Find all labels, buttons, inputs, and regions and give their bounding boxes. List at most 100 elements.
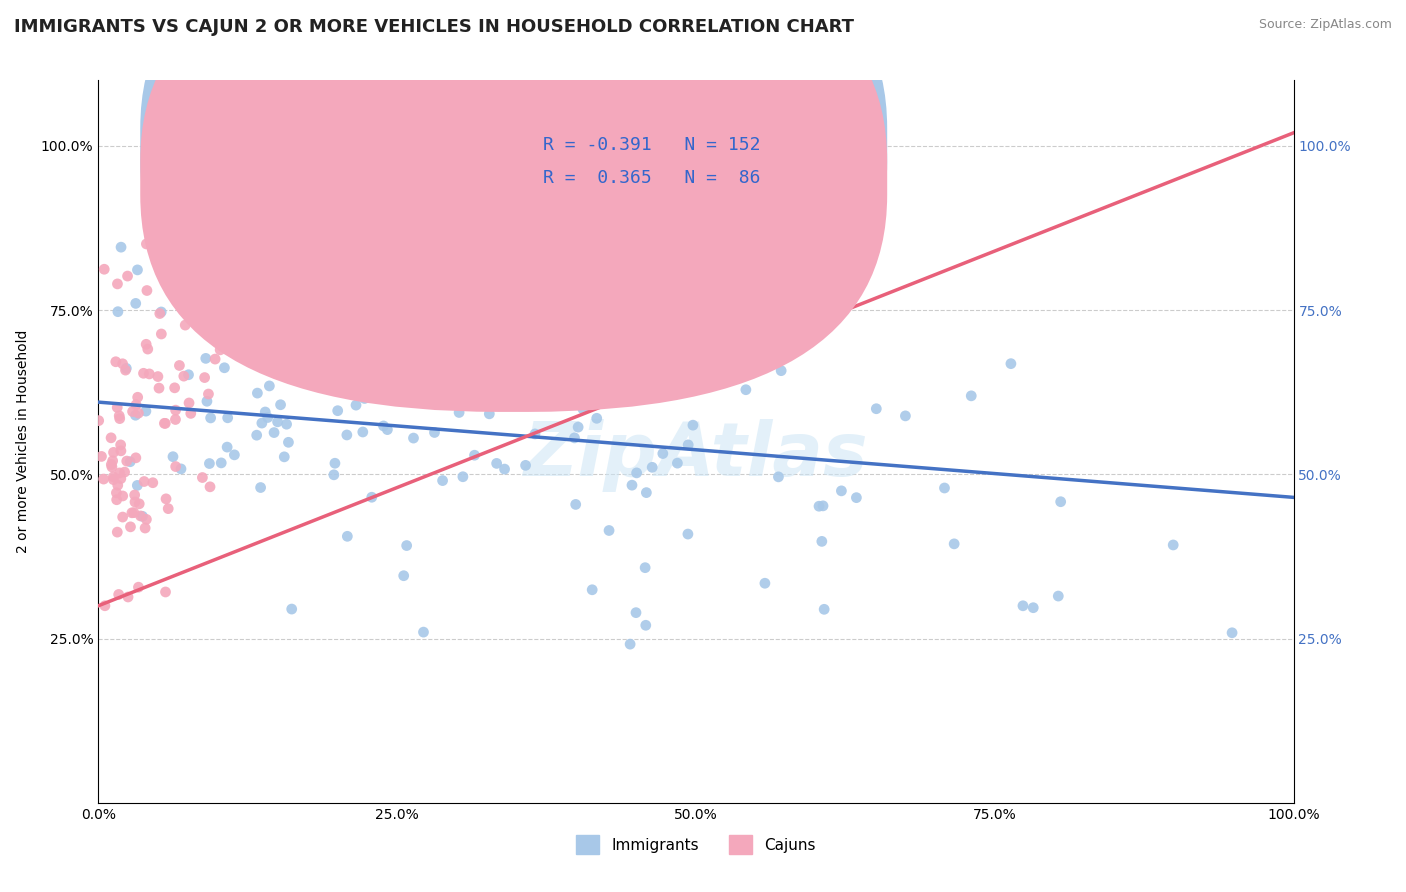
Point: [174, 318, 197, 332]
Legend: Immigrants, Cajuns: Immigrants, Cajuns: [569, 830, 823, 860]
Point: [685, 317, 707, 331]
Point: [200, 411, 222, 425]
Point: [165, 403, 187, 417]
Point: [165, 459, 187, 474]
Point: [339, 292, 361, 306]
Point: [943, 537, 966, 551]
Point: [347, 386, 370, 401]
Point: [503, 368, 526, 382]
Point: [87, 414, 110, 428]
Point: [375, 380, 398, 394]
Point: [336, 428, 359, 442]
Point: [127, 580, 149, 594]
Point: [830, 483, 852, 498]
Point: [270, 176, 292, 190]
Point: [127, 478, 149, 492]
Point: [280, 602, 302, 616]
Point: [111, 357, 134, 371]
Point: [630, 376, 652, 391]
Point: [115, 361, 138, 376]
Point: [1049, 494, 1071, 508]
Point: [813, 602, 835, 616]
Point: [142, 475, 165, 490]
Point: [522, 300, 544, 314]
Point: [1022, 600, 1045, 615]
Point: [624, 606, 647, 620]
Point: [524, 426, 547, 441]
Point: [430, 389, 453, 403]
Point: [131, 509, 153, 524]
Point: [1000, 357, 1022, 371]
Point: [207, 229, 229, 244]
Point: [165, 412, 187, 426]
Point: [108, 411, 131, 425]
Point: [134, 521, 156, 535]
Point: [90, 450, 112, 464]
Point: [585, 411, 607, 425]
Point: [526, 280, 548, 294]
Point: [326, 403, 349, 417]
Point: [259, 379, 281, 393]
Point: [934, 481, 956, 495]
Point: [377, 423, 399, 437]
Point: [155, 491, 177, 506]
Point: [111, 489, 134, 503]
Point: [195, 394, 218, 409]
Point: [117, 590, 139, 604]
Point: [517, 223, 540, 237]
Point: [108, 466, 131, 480]
Point: [402, 431, 425, 445]
Point: [103, 445, 125, 459]
Point: [352, 425, 374, 439]
Point: [540, 340, 562, 354]
Point: [360, 310, 382, 324]
Point: [581, 582, 603, 597]
Point: [209, 456, 232, 470]
Point: [478, 407, 501, 421]
Point: [464, 448, 486, 462]
Point: [411, 359, 433, 373]
Point: [121, 404, 143, 418]
Point: [127, 406, 149, 420]
Point: [104, 355, 127, 369]
Point: [93, 262, 115, 277]
Point: [1047, 589, 1070, 603]
Point: [111, 510, 134, 524]
Point: [960, 389, 983, 403]
Point: [190, 320, 212, 334]
Point: [263, 425, 285, 440]
Point: [209, 343, 232, 357]
Point: [634, 560, 657, 574]
Point: [177, 368, 200, 382]
Point: [94, 599, 117, 613]
Point: [198, 457, 221, 471]
Point: [585, 392, 607, 407]
Point: [522, 355, 544, 369]
Point: [335, 368, 357, 383]
Point: [163, 381, 186, 395]
Point: [93, 472, 115, 486]
Point: [734, 383, 756, 397]
Point: [287, 349, 309, 363]
Point: [134, 475, 156, 489]
Point: [214, 318, 236, 333]
Point: [754, 576, 776, 591]
Point: [110, 438, 132, 452]
Point: [894, 409, 917, 423]
Point: [412, 625, 434, 640]
Point: [620, 478, 643, 492]
Point: [322, 467, 344, 482]
Point: [273, 450, 295, 464]
Point: [107, 587, 129, 601]
Point: [215, 301, 238, 316]
Point: [103, 473, 125, 487]
Point: [162, 450, 184, 464]
Point: [651, 446, 673, 460]
Text: R = -0.391   N = 152: R = -0.391 N = 152: [543, 136, 761, 154]
Point: [336, 371, 359, 385]
Point: [150, 326, 173, 341]
Point: [673, 385, 696, 400]
Point: [301, 358, 323, 372]
Point: [1220, 625, 1243, 640]
Point: [105, 401, 128, 415]
